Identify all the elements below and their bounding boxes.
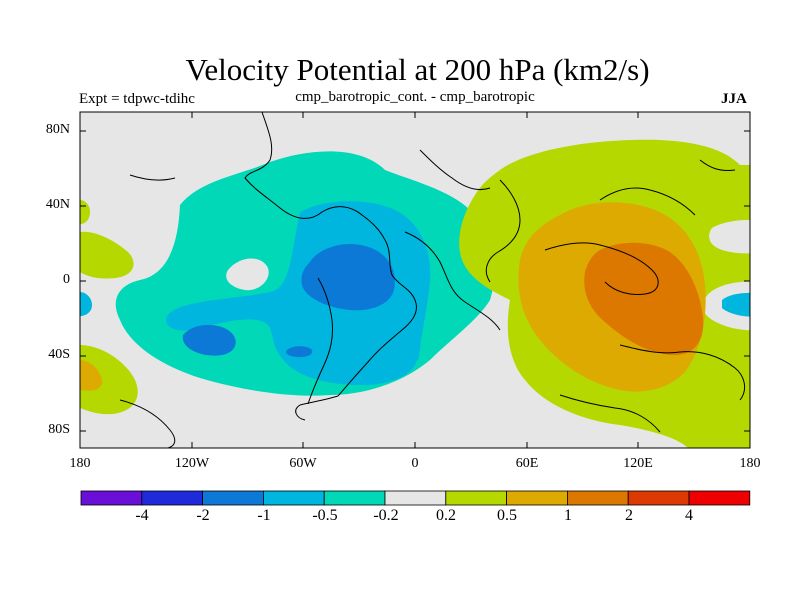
contour-neg-1-core [301,243,395,311]
colorbar-swatch [384,490,447,506]
lat-label-0: 0 [63,272,70,287]
coastlines [119,112,746,448]
plot-subtitle: cmp_barotropic_cont. - cmp_barotropic [295,89,535,105]
lon-label-0: 0 [411,456,419,471]
colorbar-label: -2 [196,507,210,524]
experiment-label: Expt = tdpwc-tdihc [79,91,195,107]
colorbar-label: 1 [564,507,572,524]
lon-label-60e: 60E [515,456,539,471]
colorbar-label: -4 [135,507,149,524]
contour-neg-1-blob-sw [182,324,236,356]
colorbar-label: -1 [257,507,271,524]
colorbar-label: 2 [625,507,633,524]
colorbar-swatch [445,490,507,506]
lon-label-120e: 120E [623,456,653,471]
colorbar-label: 0.5 [497,507,517,524]
colorbar-swatch [80,490,143,506]
lat-label-40s: 40S [48,347,70,362]
contour-hole-neutral [226,258,269,291]
lat-label-80n: 80N [45,122,70,137]
contour-hole-east [709,220,750,254]
contour-neg-east-inner [722,292,750,317]
lat-label-40n: 40N [45,197,70,212]
colorbar-label: -0.2 [373,507,399,524]
colorbar-swatch [202,490,264,506]
colorbar-label: 0.2 [436,507,456,524]
colorbar-swatch [506,490,568,506]
colorbar-swatch [688,490,751,506]
colorbar-label: -0.5 [312,507,338,524]
season-label: JJA [721,91,747,107]
colorbar-swatch [627,490,690,506]
colorbar-swatch [262,490,325,506]
contour-pos-1 [584,242,704,355]
lon-label-180w: 180 [69,456,91,471]
contour-pos-west-bottom-inner [80,360,103,391]
colorbar-swatch [323,490,386,506]
colorbar [80,490,751,506]
colorbar-label: 4 [685,507,693,524]
contour-neg-west-mid [80,292,92,316]
contour-pos-west-top [80,231,134,279]
colorbar-swatch [141,490,204,506]
lon-label-180e: 180 [739,456,761,471]
colorbar-swatch [567,490,629,506]
lat-label-80s: 80S [48,422,70,437]
map-field [80,112,750,448]
contour-neg-1-blob-small [286,346,313,358]
contour-pos-west-bottom [80,345,138,415]
axis-ticks [80,112,750,448]
plot-title: Velocity Potential at 200 hPa (km2/s) [185,52,650,87]
lon-label-60w: 60W [289,456,317,471]
lon-label-120w: 120W [174,456,210,471]
